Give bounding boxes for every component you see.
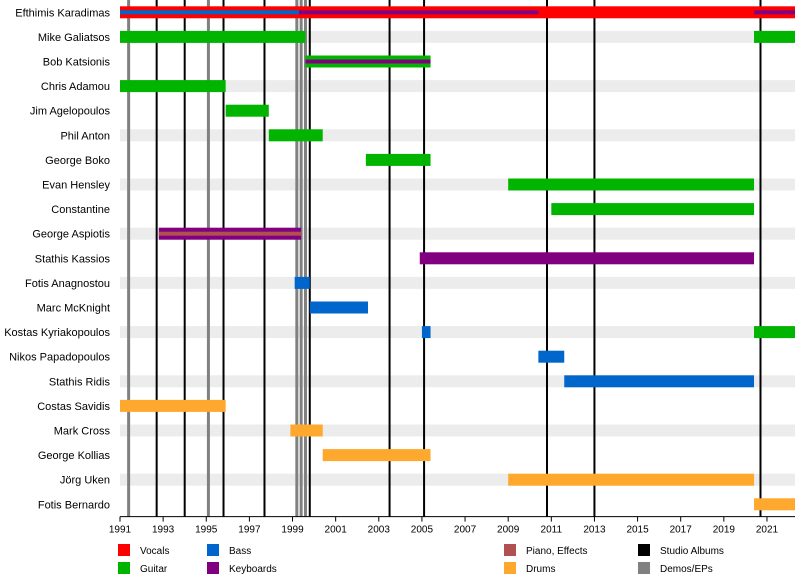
member-label-george-kollias: George Kollias (38, 450, 111, 462)
member-label-costas-savidis: Costas Savidis (37, 401, 110, 413)
x-tick-label: 1993 (152, 525, 175, 536)
legend-swatch-guitar (118, 562, 130, 574)
x-axis: 1991 1993 1995 1997 1999 2001 2003 2005 2007 2009… (109, 516, 795, 536)
member-label-phil-anton: Phil Anton (60, 130, 110, 142)
member-label-nikos-papadopoulos: Nikos Papadopoulos (9, 352, 110, 364)
x-tick-label: 2007 (454, 525, 477, 536)
legend: Vocals Bass Piano, Effects Studio Albums Gui… (118, 544, 724, 575)
bar-bass-overlay (120, 10, 299, 15)
x-tick-label: 1995 (195, 525, 218, 536)
bar-bass (538, 350, 565, 363)
member-label-fotis-bernardo: Fotis Bernardo (38, 499, 110, 511)
bar-keyboards-overlay (305, 59, 431, 64)
legend-swatch-piano (504, 544, 516, 556)
bar-guitar (225, 104, 269, 117)
legend-label-vocals: Vocals (140, 546, 169, 557)
legend-swatch-studio (638, 544, 650, 556)
bar-bass (421, 326, 431, 339)
x-tick-label: 2017 (670, 525, 693, 536)
legend-swatch-bass (207, 544, 219, 556)
row-background (120, 449, 795, 462)
member-label-chris-adamou: Chris Adamou (41, 81, 110, 93)
member-label-fotis-anagnostou: Fotis Anagnostou (25, 278, 110, 290)
legend-label-guitar: Guitar (140, 564, 168, 575)
bar-drums (290, 424, 323, 437)
bar-guitar (754, 326, 795, 339)
x-tick-label: 2021 (756, 525, 779, 536)
row-background (120, 326, 795, 339)
row-background (120, 129, 795, 142)
row-background (120, 498, 795, 511)
x-tick-label: 2003 (368, 525, 391, 536)
legend-label-studio: Studio Albums (660, 546, 724, 557)
bar-guitar (120, 30, 306, 43)
member-label-george-boko: George Boko (45, 155, 110, 167)
legend-label-demos: Demos/EPs (660, 564, 713, 575)
bar-drums (322, 449, 431, 462)
legend-swatch-keyboards (207, 562, 219, 574)
legend-label-piano: Piano, Effects (526, 546, 588, 557)
x-tick-label: 1999 (281, 525, 304, 536)
row-background (120, 153, 795, 166)
member-label-stathis-kassios: Stathis Kassios (35, 253, 111, 265)
legend-label-keyboards: Keyboards (229, 564, 277, 575)
row-background (120, 399, 795, 412)
bar-guitar (754, 30, 795, 43)
legend-swatch-drums (504, 562, 516, 574)
member-label-efthimis-karadimas: Efthimis Karadimas (15, 7, 110, 19)
member-label-evan-hensley: Evan Hensley (42, 180, 110, 192)
legend-label-drums: Drums (526, 564, 555, 575)
x-tick-label: 2009 (497, 525, 520, 536)
bar-keyboards-overlay (754, 10, 795, 15)
x-tick-label: 2019 (713, 525, 736, 536)
member-bars-layer (120, 6, 795, 511)
member-label-bob-katsionis: Bob Katsionis (43, 57, 111, 69)
bar-guitar (508, 178, 755, 191)
bar-guitar (268, 129, 323, 142)
bar-guitar (365, 153, 431, 166)
member-label-marc-mcknight: Marc McKnight (37, 303, 110, 315)
x-tick-label: 2011 (541, 525, 563, 536)
x-tick-label: 2015 (626, 525, 649, 536)
member-label-stathis-ridis: Stathis Ridis (49, 376, 111, 388)
row-background (120, 104, 795, 117)
x-tick-label: 2005 (411, 525, 434, 536)
row-background (120, 276, 795, 289)
row-background (120, 424, 795, 437)
bar-drums (754, 498, 795, 511)
member-label-constantine: Constantine (51, 204, 110, 216)
row-background (120, 55, 795, 68)
row-background (120, 80, 795, 93)
member-label-george-aspiotis: George Aspiotis (32, 229, 110, 241)
bar-guitar (551, 203, 755, 216)
bar-guitar (120, 80, 226, 93)
x-tick-label: 2013 (583, 525, 606, 536)
legend-swatch-vocals (118, 544, 130, 556)
member-labels-layer: Efthimis Karadimas Mike Galiatsos Bob Kats… (4, 7, 110, 511)
x-tick-label: 2001 (325, 525, 348, 536)
x-tick-label: 1991 (109, 525, 132, 536)
bar-drums (120, 399, 226, 412)
bar-drums (508, 473, 755, 486)
member-label-mike-galiatsos: Mike Galiatsos (38, 32, 111, 44)
legend-label-bass: Bass (229, 546, 251, 557)
bar-piano-overlay (158, 231, 302, 236)
bar-keyboards (419, 252, 755, 265)
x-tick-label: 1997 (238, 525, 261, 536)
bar-bass (309, 301, 369, 314)
member-label-mark-cross: Mark Cross (54, 426, 111, 438)
row-background (120, 350, 795, 363)
member-label-jorg-uken: Jörg Uken (60, 475, 110, 487)
bar-bass (294, 276, 310, 289)
legend-swatch-demos (638, 562, 650, 574)
member-label-jim-agelopoulos: Jim Agelopoulos (30, 106, 111, 118)
member-label-kostas-kyriakopoulos: Kostas Kyriakopoulos (4, 327, 110, 339)
bar-keyboards-overlay (298, 10, 539, 15)
row-background (120, 301, 795, 314)
bar-bass (564, 375, 755, 388)
